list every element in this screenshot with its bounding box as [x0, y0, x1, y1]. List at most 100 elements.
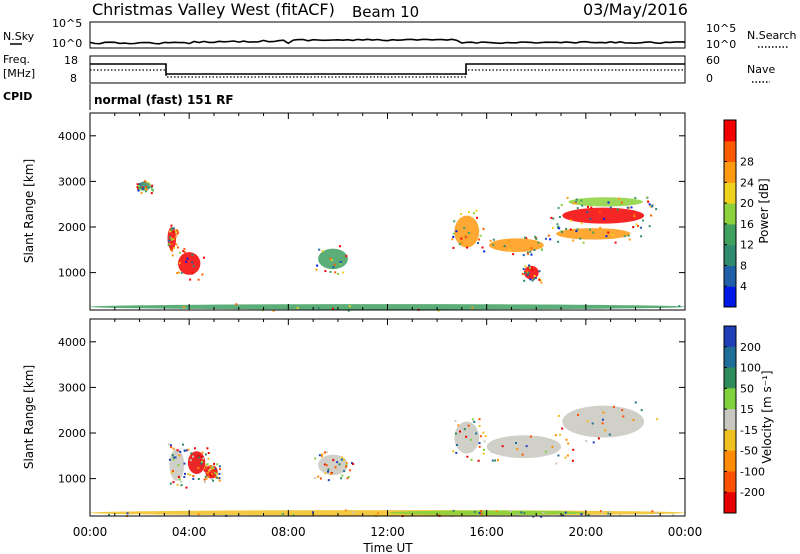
noise-panel-frame: [89, 21, 686, 49]
x-tick-label: 00:00: [668, 525, 703, 539]
colorbar-segment: [724, 367, 736, 389]
scatter-speck: [589, 217, 592, 220]
colorbar-tick-label: 20: [740, 197, 754, 210]
y-tick-label: 3000: [58, 175, 86, 188]
scatter-speck: [452, 509, 455, 512]
scatter-speck: [345, 464, 348, 467]
scatter-speck: [517, 511, 520, 514]
colorbar-segment: [724, 388, 736, 410]
colorbar-segment: [724, 409, 736, 431]
scatter-speck: [602, 217, 605, 220]
scatter-speck: [145, 188, 148, 191]
scatter-speck: [586, 211, 589, 214]
scatter-speck: [475, 432, 478, 435]
scatter-speck: [587, 513, 590, 516]
scatter-speck: [156, 512, 159, 515]
scatter-speck: [575, 198, 578, 201]
scatter-speck: [478, 238, 480, 241]
scatter-speck: [205, 477, 208, 480]
scatter-speck: [597, 437, 600, 440]
scatter-speck: [468, 231, 470, 234]
scatter-speck: [559, 433, 562, 436]
scatter-speck: [599, 510, 602, 513]
scatter-speck: [187, 473, 189, 476]
scatter-speck: [534, 236, 537, 239]
scatter-speck: [535, 238, 538, 240]
scatter-speck: [576, 228, 579, 231]
scatter-speck: [571, 459, 574, 462]
scatter-speck: [529, 266, 531, 269]
scatter-speck: [491, 459, 494, 462]
power-x-ticks: [89, 113, 686, 310]
scatter-speck: [453, 220, 456, 223]
scatter-speck: [473, 212, 475, 215]
nsearch-label: N.Search: [747, 29, 797, 42]
scatter-speck: [207, 452, 210, 454]
scatter-speck: [171, 238, 173, 241]
scatter-speck: [531, 268, 534, 271]
scatter-speck: [455, 451, 458, 454]
scatter-speck: [483, 440, 486, 443]
scatter-speck: [202, 457, 205, 460]
scatter-speck: [210, 473, 213, 476]
scatter-speck: [151, 184, 154, 187]
scatter-speck: [235, 303, 238, 306]
scatter-speck: [501, 245, 504, 248]
velocity-panel: 1000 2000 3000 4000 Slant Range [km] 200 100…: [22, 318, 774, 518]
scatter-speck: [327, 470, 329, 473]
scatter-speck: [170, 224, 173, 227]
scatter-speck: [329, 257, 332, 260]
scatter-speck: [598, 210, 601, 213]
scatter-speck: [204, 467, 207, 470]
scatter-speck: [546, 514, 549, 517]
scatter-speck: [340, 477, 343, 480]
scatter-speck: [343, 458, 346, 461]
scatter-speck: [501, 445, 504, 448]
scatter-speck: [580, 513, 583, 515]
scatter-speck: [197, 278, 200, 281]
scatter-speck: [452, 235, 455, 238]
scatter-speck: [210, 466, 213, 469]
scatter-speck: [466, 455, 469, 458]
freq-left-tick-bottom: 8: [70, 72, 77, 85]
scatter-speck: [580, 222, 583, 225]
scatter-speck: [451, 238, 454, 241]
scatter-speck: [560, 204, 563, 206]
scatter-speck: [647, 200, 650, 203]
scatter-region-9: [568, 197, 643, 207]
scatter-speck: [581, 204, 584, 207]
scatter-region-4: [454, 215, 480, 248]
scatter-speck: [469, 438, 472, 441]
scatter-speck: [321, 453, 324, 456]
scatter-speck: [465, 236, 468, 239]
velocity-x-ticks: [89, 319, 686, 516]
noise-right-tick-top: 10^5: [706, 22, 736, 35]
frequency-panel: Freq. [MHz] 18 8 60 0 Nave: [3, 53, 775, 85]
scatter-speck: [340, 458, 343, 461]
scatter-speck: [185, 260, 188, 263]
scatter-speck: [171, 243, 174, 246]
scatter-speck: [341, 474, 344, 477]
scatter-speck: [416, 511, 419, 514]
scatter-speck: [521, 273, 524, 275]
scatter-speck: [179, 251, 182, 254]
beam-label: Beam 10: [352, 3, 419, 21]
scatter-speck: [201, 451, 204, 454]
scatter-speck: [138, 183, 141, 186]
scatter-speck: [167, 443, 170, 446]
scatter-speck: [183, 251, 186, 253]
y-tick-label: 4000: [58, 336, 86, 349]
scatter-speck: [343, 470, 346, 473]
scatter-speck: [538, 278, 541, 281]
scatter-speck: [182, 443, 184, 446]
scatter-speck: [177, 231, 180, 234]
scatter-speck: [518, 438, 521, 441]
scatter-speck: [609, 206, 612, 209]
scatter-speck: [218, 472, 221, 475]
scatter-speck: [349, 469, 352, 472]
scatter-speck: [191, 261, 194, 264]
scatter-speck: [219, 467, 221, 470]
scatter-speck: [314, 457, 317, 460]
scatter-speck: [296, 306, 299, 309]
scatter-speck: [172, 469, 174, 472]
